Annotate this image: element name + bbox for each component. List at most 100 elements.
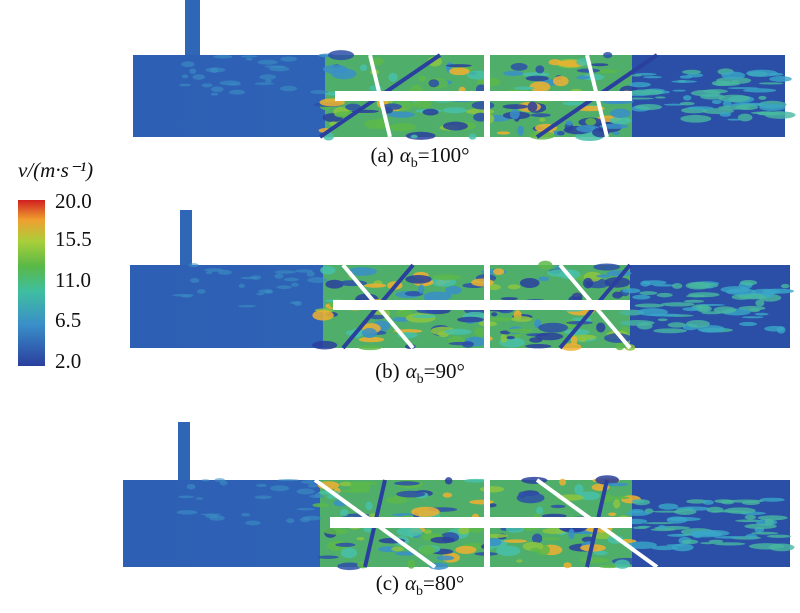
wake-streak xyxy=(632,499,651,506)
turbulence xyxy=(412,314,437,319)
wake-streak xyxy=(742,88,777,93)
wake-streak xyxy=(757,111,786,116)
wake-streak xyxy=(680,114,712,123)
turbulence xyxy=(464,478,489,483)
jet-streak xyxy=(238,304,256,308)
jet-streak xyxy=(310,90,329,95)
jet-streak xyxy=(274,270,296,274)
turbulence xyxy=(458,526,470,535)
wake-streak xyxy=(731,80,740,83)
turbulence xyxy=(578,336,587,343)
jet-streak xyxy=(219,480,228,486)
jet-streak xyxy=(195,497,204,500)
jet-streak xyxy=(189,278,200,283)
turbulence xyxy=(388,72,398,82)
turbulence xyxy=(359,64,368,72)
turbulence xyxy=(503,539,528,543)
turbulence xyxy=(491,312,498,317)
turbulence xyxy=(320,265,336,275)
colorbar-tick-label: 15.5 xyxy=(55,227,92,251)
jet-streak xyxy=(189,68,197,74)
caption-value: =90° xyxy=(424,359,465,383)
jet-streak xyxy=(213,54,233,59)
wake-streak xyxy=(759,497,785,502)
jet-streak xyxy=(211,86,224,93)
wake-streak xyxy=(685,319,710,328)
gap xyxy=(484,264,490,349)
wake-streak xyxy=(757,515,788,521)
wake-streak xyxy=(719,112,732,117)
wake-streak xyxy=(639,291,658,295)
plate xyxy=(333,300,630,310)
turbulence xyxy=(522,72,550,77)
jet-streak xyxy=(296,507,316,511)
jet-streak xyxy=(188,263,199,268)
turbulence xyxy=(391,546,404,552)
wake-streak xyxy=(706,506,724,513)
wake-streak xyxy=(754,312,769,316)
turbulence xyxy=(455,545,477,554)
turbulence xyxy=(428,79,440,88)
turbulence xyxy=(405,274,432,284)
jet-streak xyxy=(241,512,251,517)
turbulence xyxy=(471,101,495,110)
wake-streak xyxy=(651,510,685,513)
panel-caption: (a) αb=100° xyxy=(370,143,469,171)
turbulence xyxy=(445,285,462,295)
turbulence xyxy=(364,283,387,288)
jet-streak xyxy=(204,268,224,272)
caption-symbol: α xyxy=(405,571,417,595)
jet-streak xyxy=(238,283,245,289)
turbulence xyxy=(576,75,590,80)
wake-streak xyxy=(640,280,651,287)
turbulence xyxy=(419,545,436,555)
turbulence xyxy=(484,533,509,538)
turbulence xyxy=(519,278,540,288)
turbulence xyxy=(432,274,462,281)
jet-streak xyxy=(283,277,299,282)
jet-streak xyxy=(277,479,300,482)
wake-streak xyxy=(637,308,668,317)
inlet-pipe xyxy=(178,422,190,482)
wake-streak xyxy=(727,118,742,121)
jet-streak xyxy=(240,55,258,58)
caption-symbol: α xyxy=(406,359,418,383)
jet-streak xyxy=(209,515,225,521)
turbulence xyxy=(568,528,575,540)
wake-streak xyxy=(687,106,714,110)
turbulence xyxy=(317,555,339,559)
turbulence xyxy=(583,277,594,289)
wake-streak xyxy=(660,302,695,307)
jet-streak xyxy=(306,271,315,277)
turbulence xyxy=(536,506,544,515)
turbulence xyxy=(511,316,532,322)
jet-streak xyxy=(201,83,213,88)
wake-streak xyxy=(673,508,697,515)
wake-streak xyxy=(628,81,651,88)
turbulence xyxy=(500,297,518,301)
wake-streak xyxy=(686,499,708,504)
turbulence xyxy=(487,317,513,322)
turbulence xyxy=(436,555,455,561)
wake-streak xyxy=(658,503,679,510)
turbulence xyxy=(448,67,470,76)
turbulence xyxy=(541,537,561,541)
jet-streak xyxy=(256,292,265,296)
jet-streak xyxy=(270,485,290,492)
wake-streak xyxy=(748,543,785,550)
wake-streak xyxy=(684,299,705,303)
turbulence xyxy=(593,263,621,271)
turbulence xyxy=(418,284,425,294)
wake-streak xyxy=(766,534,792,538)
colorbar xyxy=(18,200,45,366)
panel-caption: (b) αb=90° xyxy=(375,359,465,387)
wake-streak xyxy=(681,539,699,545)
wake-streak xyxy=(671,283,683,289)
turbulence xyxy=(324,527,349,535)
wake-streak xyxy=(780,283,790,289)
turbulence xyxy=(612,291,623,299)
jet-streak xyxy=(192,74,206,80)
wake-streak xyxy=(681,69,702,75)
wake-streak xyxy=(620,320,655,326)
